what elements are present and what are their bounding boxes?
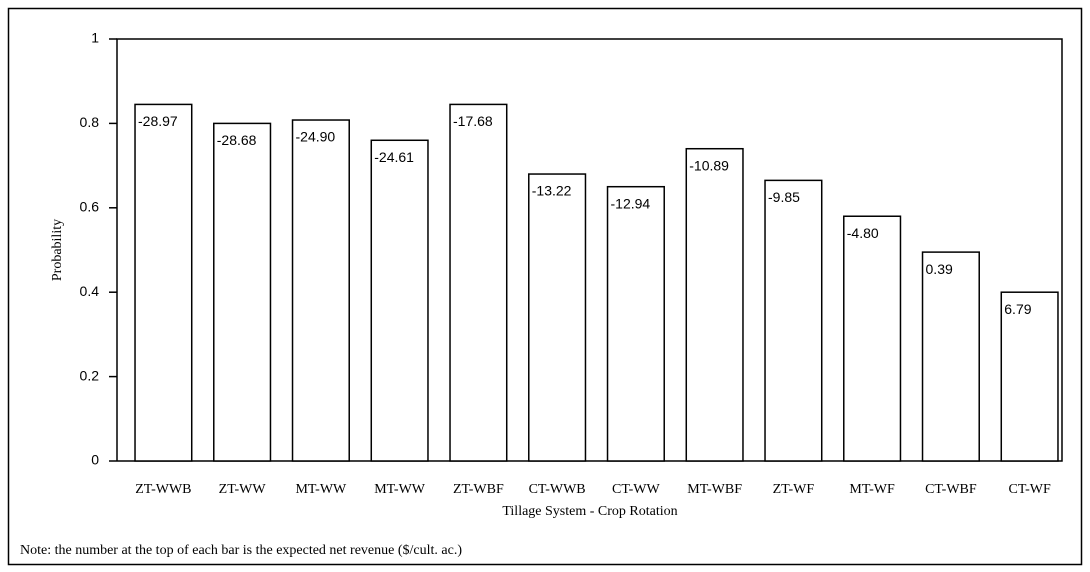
x-axis-label: Tillage System - Crop Rotation: [502, 504, 677, 519]
bar-annotation: -24.61: [374, 149, 414, 165]
bar-annotation: -28.97: [138, 113, 178, 129]
y-tick-label: 0.4: [80, 283, 100, 299]
y-tick-label: 0.8: [80, 114, 100, 130]
bar: [134, 103, 193, 462]
bar-annotation: -24.90: [296, 129, 336, 145]
bar: [370, 139, 429, 462]
x-tick-label: MT-WF: [849, 482, 895, 497]
x-tick-label: ZT-WBF: [453, 482, 504, 497]
x-tick-label: CT-WBF: [925, 482, 977, 497]
y-axis-label: Probability: [50, 219, 65, 281]
bar-annotation: -13.22: [532, 183, 572, 199]
note: Note: the number at the top of each bar …: [20, 543, 462, 558]
bar: [764, 179, 823, 462]
x-tick-label: ZT-WW: [219, 482, 267, 497]
bar: [1000, 291, 1059, 462]
bar-annotation: -10.89: [689, 157, 729, 173]
bar-annotation: 0.39: [926, 261, 953, 277]
bar: [528, 173, 587, 462]
bar-annotation: -12.94: [611, 195, 651, 211]
x-tick-label: ZT-WWB: [135, 482, 191, 497]
bar-annotation: 6.79: [1004, 301, 1031, 317]
bar: [213, 122, 272, 462]
bar-annotation: -4.80: [847, 225, 879, 241]
bar: [921, 251, 980, 462]
x-tick-label: CT-WW: [612, 482, 660, 497]
bar-annotation: -9.85: [768, 189, 800, 205]
x-tick-label: MT-WW: [374, 482, 426, 497]
bar-annotation: -17.68: [453, 113, 493, 129]
y-tick-label: 0.6: [80, 199, 100, 215]
x-tick-label: MT-WW: [295, 482, 347, 497]
bar: [606, 185, 665, 462]
plot-border: [116, 38, 1063, 462]
frame: [7, 7, 1083, 566]
x-tick-label: CT-WWB: [529, 482, 586, 497]
x-tick-label: MT-WBF: [687, 482, 742, 497]
x-tick-label: ZT-WF: [773, 482, 815, 497]
bar: [685, 147, 744, 462]
bar: [291, 119, 350, 462]
y-tick-label: 1: [91, 30, 99, 46]
y-tick-label: 0.2: [80, 367, 100, 383]
bar: [843, 215, 902, 462]
bar: [449, 103, 508, 462]
bar-annotation: -28.68: [217, 132, 257, 148]
y-tick-label: 0: [91, 452, 99, 468]
x-tick-label: CT-WF: [1008, 482, 1050, 497]
